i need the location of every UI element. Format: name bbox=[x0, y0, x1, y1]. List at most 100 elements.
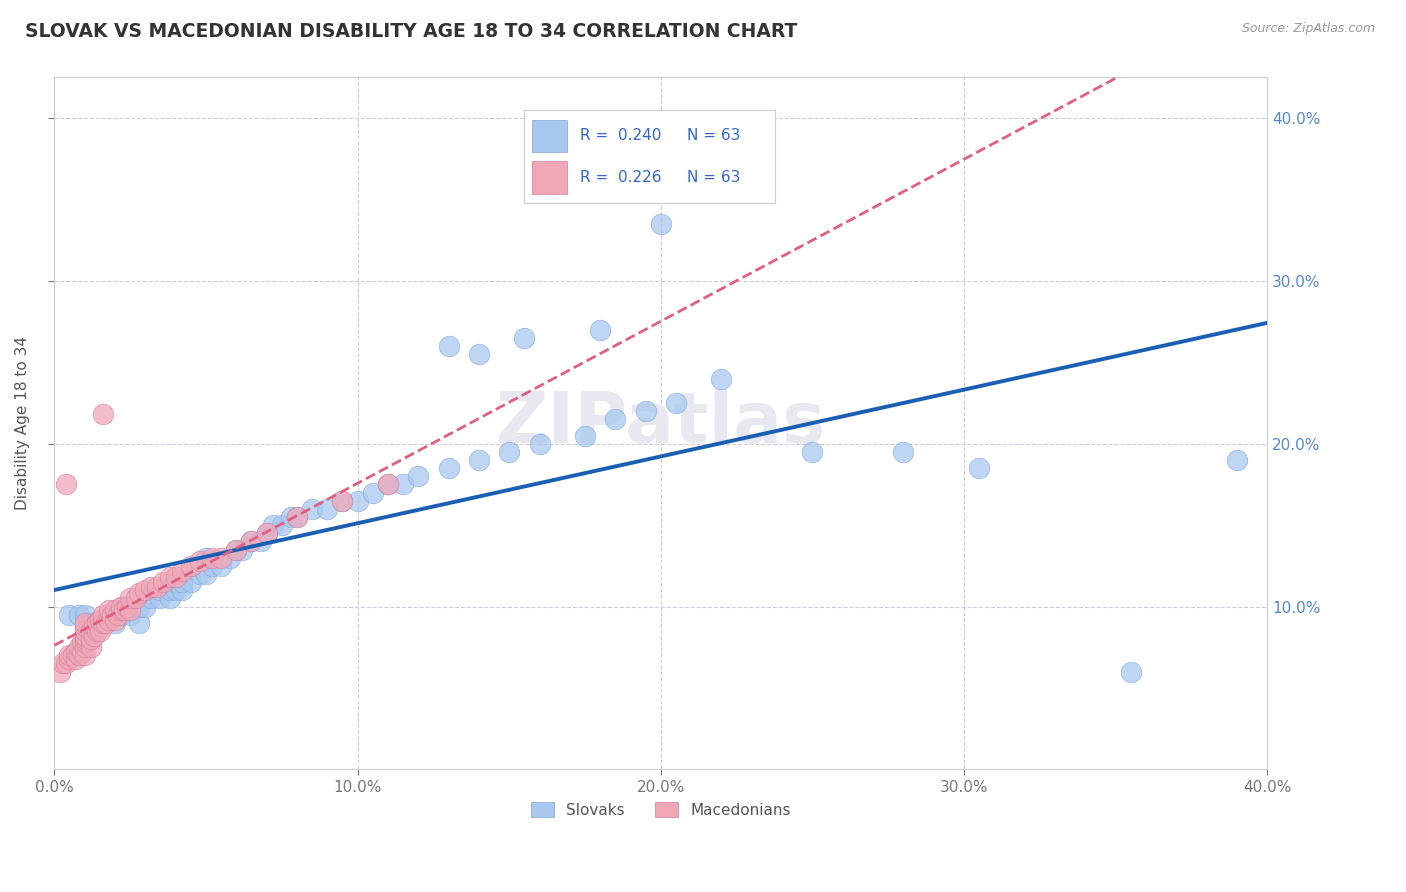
Point bbox=[270, 518, 292, 533]
Point bbox=[83, 629, 105, 643]
Point bbox=[97, 603, 120, 617]
Point bbox=[194, 550, 217, 565]
Point bbox=[104, 607, 127, 622]
Point bbox=[316, 501, 339, 516]
Point bbox=[392, 477, 415, 491]
Point bbox=[55, 477, 77, 491]
Bar bbox=[531, 120, 567, 153]
Point bbox=[89, 624, 111, 638]
Point bbox=[346, 493, 368, 508]
Text: N = 63: N = 63 bbox=[688, 128, 741, 143]
Text: R =  0.226: R = 0.226 bbox=[579, 169, 661, 185]
Point bbox=[104, 615, 127, 630]
Point bbox=[67, 640, 90, 655]
Point bbox=[73, 624, 96, 638]
Point bbox=[165, 570, 187, 584]
Point bbox=[91, 615, 114, 630]
Point bbox=[125, 591, 148, 606]
Point bbox=[73, 619, 96, 633]
Point bbox=[361, 485, 384, 500]
Point bbox=[468, 453, 491, 467]
Point bbox=[101, 607, 124, 622]
Point bbox=[219, 550, 242, 565]
Point bbox=[120, 599, 142, 614]
Point bbox=[152, 575, 174, 590]
Text: N = 63: N = 63 bbox=[688, 169, 741, 185]
Point bbox=[332, 493, 354, 508]
Point bbox=[110, 599, 132, 614]
Point bbox=[256, 526, 278, 541]
Point bbox=[70, 645, 93, 659]
Point bbox=[97, 613, 120, 627]
Point bbox=[285, 510, 308, 524]
Point bbox=[194, 566, 217, 581]
Point bbox=[110, 607, 132, 622]
Point bbox=[134, 599, 156, 614]
Point bbox=[249, 534, 271, 549]
Point bbox=[58, 648, 80, 663]
Point bbox=[513, 331, 536, 345]
Point bbox=[188, 566, 211, 581]
Text: Source: ZipAtlas.com: Source: ZipAtlas.com bbox=[1241, 22, 1375, 36]
Point bbox=[141, 591, 163, 606]
Point bbox=[1226, 453, 1249, 467]
Point bbox=[58, 651, 80, 665]
Point bbox=[225, 542, 247, 557]
Point bbox=[91, 607, 114, 622]
Point bbox=[146, 580, 169, 594]
Point bbox=[86, 624, 108, 638]
Point bbox=[115, 599, 138, 614]
Point bbox=[128, 599, 150, 614]
Point bbox=[209, 558, 232, 573]
Point bbox=[70, 635, 93, 649]
Point bbox=[89, 613, 111, 627]
Point bbox=[110, 603, 132, 617]
Bar bbox=[531, 161, 567, 194]
Text: ZIPatlas: ZIPatlas bbox=[496, 389, 825, 458]
Point bbox=[73, 607, 96, 622]
Point bbox=[52, 657, 75, 671]
Point bbox=[589, 323, 612, 337]
Point bbox=[73, 615, 96, 630]
Point bbox=[377, 477, 399, 491]
Point bbox=[49, 665, 72, 679]
Point bbox=[437, 339, 460, 353]
Point bbox=[665, 396, 688, 410]
Point bbox=[159, 583, 181, 598]
Point bbox=[332, 493, 354, 508]
Point bbox=[104, 613, 127, 627]
Point bbox=[141, 580, 163, 594]
Point bbox=[209, 550, 232, 565]
Point bbox=[225, 542, 247, 557]
Point bbox=[67, 648, 90, 663]
Point bbox=[134, 591, 156, 606]
Point bbox=[574, 428, 596, 442]
Point bbox=[73, 629, 96, 643]
Point bbox=[80, 624, 103, 638]
Point bbox=[650, 217, 672, 231]
Text: SLOVAK VS MACEDONIAN DISABILITY AGE 18 TO 34 CORRELATION CHART: SLOVAK VS MACEDONIAN DISABILITY AGE 18 T… bbox=[25, 22, 797, 41]
Point bbox=[55, 657, 77, 671]
Point bbox=[128, 586, 150, 600]
Point bbox=[498, 445, 520, 459]
Point bbox=[91, 408, 114, 422]
Point bbox=[468, 347, 491, 361]
Point bbox=[120, 591, 142, 606]
Point bbox=[801, 445, 824, 459]
Point bbox=[256, 526, 278, 541]
Point bbox=[112, 603, 135, 617]
Point bbox=[80, 615, 103, 630]
Point bbox=[58, 607, 80, 622]
Point bbox=[120, 607, 142, 622]
Point bbox=[893, 445, 915, 459]
Point bbox=[97, 607, 120, 622]
Point bbox=[120, 603, 142, 617]
Point bbox=[201, 550, 224, 565]
Point bbox=[159, 570, 181, 584]
Point bbox=[180, 575, 202, 590]
Point bbox=[65, 645, 87, 659]
Point bbox=[159, 591, 181, 606]
Point bbox=[262, 518, 284, 533]
Y-axis label: Disability Age 18 to 34: Disability Age 18 to 34 bbox=[15, 336, 30, 510]
Point bbox=[73, 648, 96, 663]
